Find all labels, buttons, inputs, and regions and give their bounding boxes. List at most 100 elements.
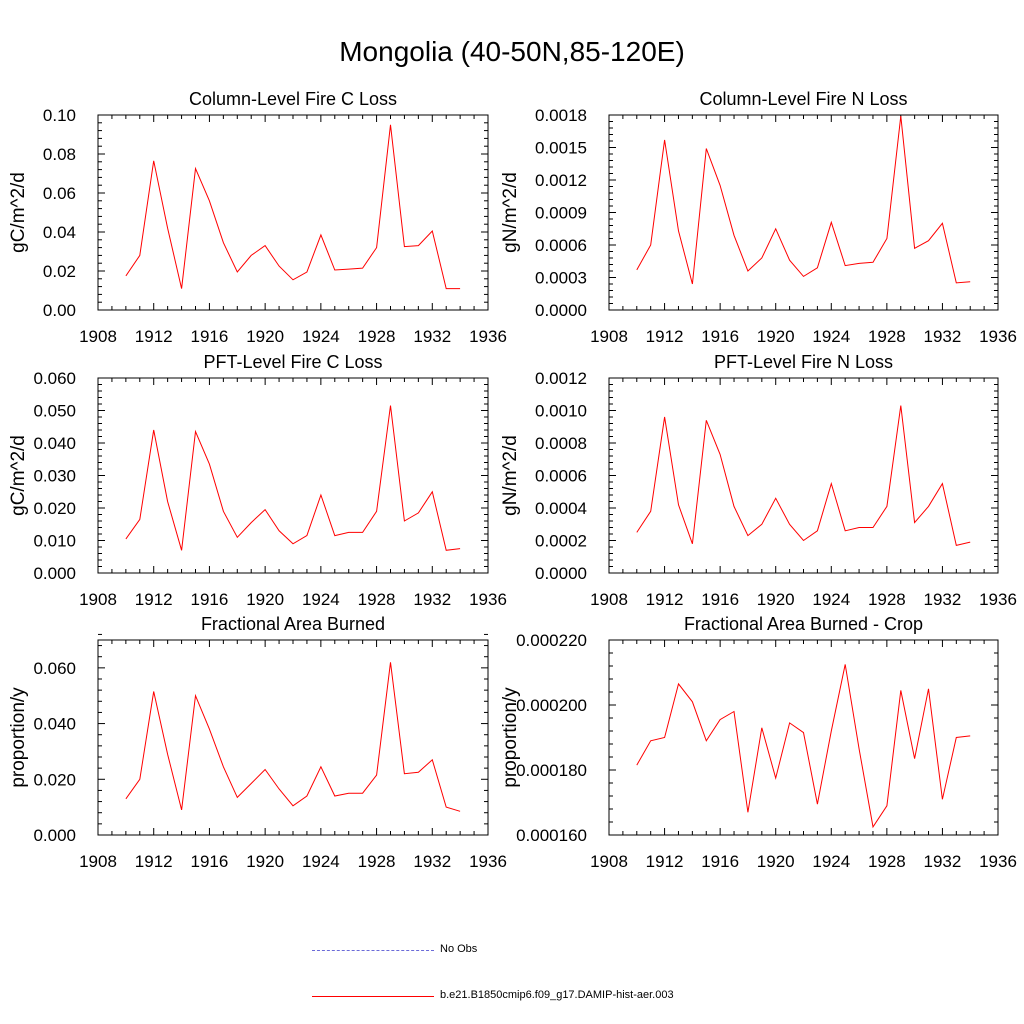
y-axis-label: gC/m^2/d (8, 435, 29, 516)
y-axis-label: gC/m^2/d (8, 172, 29, 253)
x-tick-label: 1936 (979, 852, 1017, 871)
x-tick-label: 1936 (469, 852, 507, 871)
y-tick-label: 0.040 (33, 715, 76, 734)
x-tick-label: 1932 (924, 852, 962, 871)
legend-model-line (312, 996, 434, 997)
y-tick-label: 0.0000 (535, 564, 587, 583)
panel-title: Column-Level Fire N Loss (699, 89, 907, 109)
chart-panel-4: 1908 1912 1916 1920 1924 1928 1932 1936 0.0000 0.… (500, 352, 1017, 609)
y-tick-label: 0.00 (43, 301, 76, 320)
x-tick-label: 1924 (302, 327, 340, 346)
legend-obs-label: No Obs (440, 943, 478, 955)
x-tick-label: 1908 (590, 852, 628, 871)
plot-frame (608, 114, 999, 311)
x-tick-label: 1920 (246, 327, 284, 346)
y-tick-label: 0.0006 (535, 467, 587, 486)
y-tick-label: 0.050 (33, 402, 76, 421)
panel-title: PFT-Level Fire C Loss (203, 352, 382, 372)
x-tick-label: 1932 (413, 852, 451, 871)
series-line (636, 664, 971, 829)
figure-title: Mongolia (40-50N,85-120E) (339, 36, 685, 67)
y-tick-label: 0.060 (33, 369, 76, 388)
y-tick-label: 0.06 (43, 184, 76, 203)
series-line (636, 116, 971, 285)
x-tick-label: 1916 (191, 590, 229, 609)
series-line (636, 405, 971, 547)
x-tick-label: 1908 (79, 590, 117, 609)
series-line (125, 405, 461, 551)
chart-panel-2: 1908 1912 1916 1920 1924 1928 1932 1936 0.0000 0.… (500, 89, 1017, 346)
panel-title: PFT-Level Fire N Loss (714, 352, 893, 372)
x-tick-label: 1928 (868, 852, 906, 871)
x-tick-label: 1936 (979, 590, 1017, 609)
y-tick-label: 0.010 (33, 532, 76, 551)
y-tick-label: 0.060 (33, 659, 76, 678)
x-tick-label: 1924 (302, 852, 340, 871)
y-axis-label: proportion/y (8, 687, 29, 788)
y-tick-label: 0.0003 (535, 269, 587, 288)
x-tick-label: 1932 (924, 327, 962, 346)
x-tick-label: 1916 (191, 852, 229, 871)
x-tick-label: 1908 (79, 852, 117, 871)
x-tick-label: 1908 (590, 327, 628, 346)
x-tick-label: 1912 (646, 852, 684, 871)
y-tick-label: 0.020 (33, 499, 76, 518)
x-tick-label: 1928 (358, 327, 396, 346)
x-tick-label: 1928 (868, 590, 906, 609)
x-tick-label: 1932 (413, 327, 451, 346)
x-tick-label: 1932 (924, 590, 962, 609)
y-tick-label: 0.0008 (535, 434, 587, 453)
x-tick-label: 1928 (358, 852, 396, 871)
y-tick-label: 0.0018 (535, 106, 587, 125)
x-tick-label: 1912 (646, 590, 684, 609)
chart-panel-6: 1908 1912 1916 1920 1924 1928 1932 1936 0.000160… (500, 614, 1017, 871)
x-tick-label: 1924 (812, 852, 850, 871)
plot-frame (97, 114, 489, 311)
x-tick-label: 1924 (812, 327, 850, 346)
y-tick-label: 0.10 (43, 106, 76, 125)
panel-title: Fractional Area Burned (201, 614, 385, 634)
panel-title: Column-Level Fire C Loss (189, 89, 397, 109)
x-tick-label: 1920 (757, 327, 795, 346)
chart-panel-5: 1908 1912 1916 1920 1924 1928 1932 1936 0.000 0.0… (8, 614, 507, 871)
chart-panel-3: 1908 1912 1916 1920 1924 1928 1932 1936 0.000 0.0… (8, 352, 507, 609)
y-tick-label: 0.0009 (535, 204, 587, 223)
x-tick-label: 1936 (469, 590, 507, 609)
x-tick-label: 1912 (135, 327, 173, 346)
x-tick-label: 1936 (469, 327, 507, 346)
x-tick-label: 1920 (757, 852, 795, 871)
panel-title: Fractional Area Burned - Crop (684, 614, 923, 634)
y-tick-label: 0.020 (33, 770, 76, 789)
y-tick-label: 0.000 (33, 564, 76, 583)
x-tick-label: 1916 (701, 590, 739, 609)
x-tick-label: 1908 (590, 590, 628, 609)
x-tick-label: 1916 (701, 852, 739, 871)
y-tick-label: 0.0000 (535, 301, 587, 320)
legend-model-label: b.e21.B1850cmip6.f09_g17.DAMIP-hist-aer.… (440, 989, 674, 1001)
chart-panel-1: 1908 1912 1916 1920 1924 1928 1932 1936 0.00 0.02… (8, 89, 507, 346)
plot-frame (608, 377, 999, 574)
x-tick-label: 1912 (135, 590, 173, 609)
x-tick-label: 1916 (191, 327, 229, 346)
x-tick-label: 1928 (358, 590, 396, 609)
series-line (125, 662, 461, 812)
y-tick-label: 0.0010 (535, 402, 587, 421)
y-tick-label: 0.0012 (535, 171, 587, 190)
x-tick-label: 1916 (701, 327, 739, 346)
series-line (125, 124, 461, 290)
y-axis-label: gN/m^2/d (500, 172, 521, 253)
y-tick-label: 0.000200 (516, 696, 587, 715)
legend-obs-line (312, 950, 434, 951)
y-tick-label: 0.000180 (516, 761, 587, 780)
y-tick-label: 0.08 (43, 145, 76, 164)
x-tick-label: 1908 (79, 327, 117, 346)
y-tick-label: 0.000220 (516, 631, 587, 650)
x-tick-label: 1920 (246, 590, 284, 609)
y-tick-label: 0.040 (33, 434, 76, 453)
y-tick-label: 0.0015 (535, 139, 587, 158)
y-tick-label: 0.0004 (535, 499, 587, 518)
plot-frame (608, 639, 999, 836)
y-tick-label: 0.030 (33, 467, 76, 486)
y-tick-label: 0.0006 (535, 236, 587, 255)
